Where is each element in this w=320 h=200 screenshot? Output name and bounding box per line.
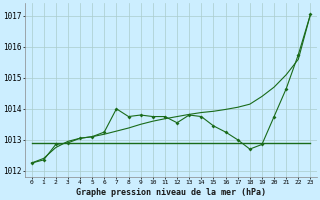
X-axis label: Graphe pression niveau de la mer (hPa): Graphe pression niveau de la mer (hPa): [76, 188, 266, 197]
